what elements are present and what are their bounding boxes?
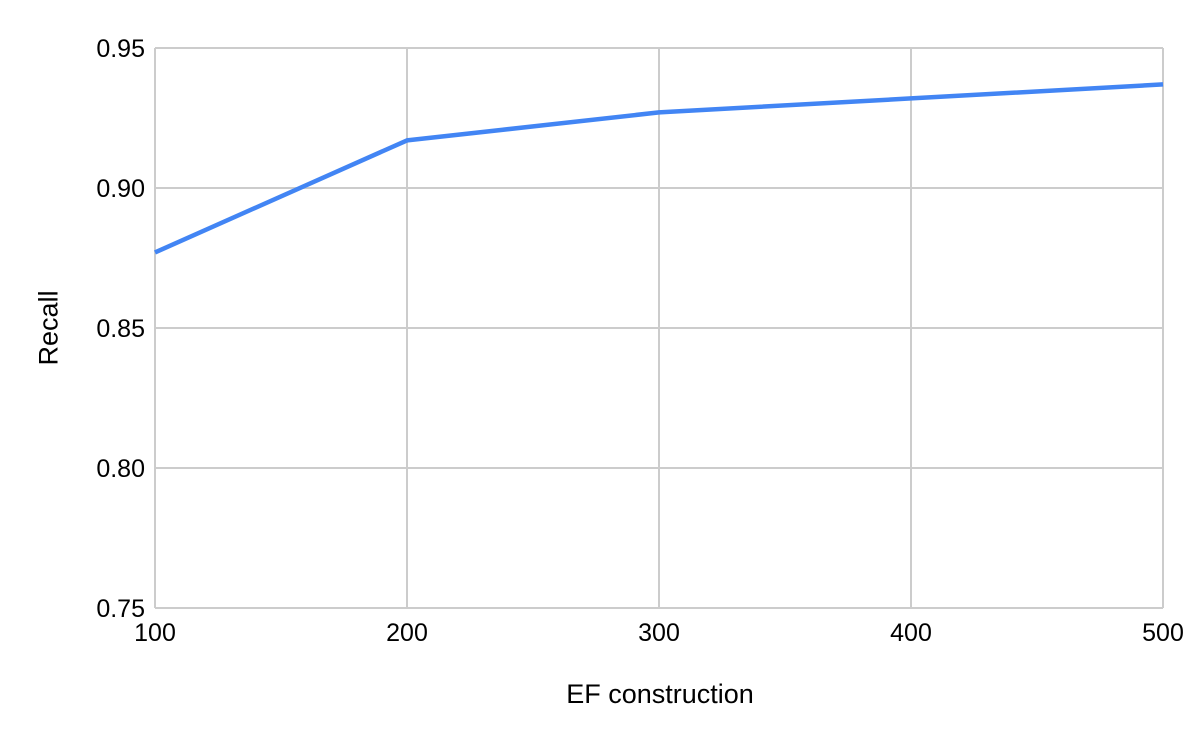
- x-tick-label: 200: [386, 619, 428, 647]
- x-tick-label: 400: [890, 619, 932, 647]
- y-tick-label: 0.75: [96, 595, 145, 623]
- y-tick-label: 0.80: [96, 455, 145, 483]
- y-tick-label: 0.90: [96, 175, 145, 203]
- x-axis-title: EF construction: [566, 679, 754, 709]
- series-line-recall: [154, 82, 1164, 255]
- tick-labels-group: 100 200 300 400 500 0.75 0.80 0.85 0.90 0.95: [96, 35, 1184, 647]
- x-tick-label: 100: [134, 619, 176, 647]
- x-tick-label: 500: [1142, 619, 1184, 647]
- series-group: [154, 82, 1164, 255]
- y-tick-label: 0.95: [96, 35, 145, 63]
- y-axis-title: Recall: [33, 290, 63, 365]
- x-tick-label: 300: [638, 619, 680, 647]
- y-tick-label: 0.85: [96, 315, 145, 343]
- gridlines-group: [154, 47, 1164, 609]
